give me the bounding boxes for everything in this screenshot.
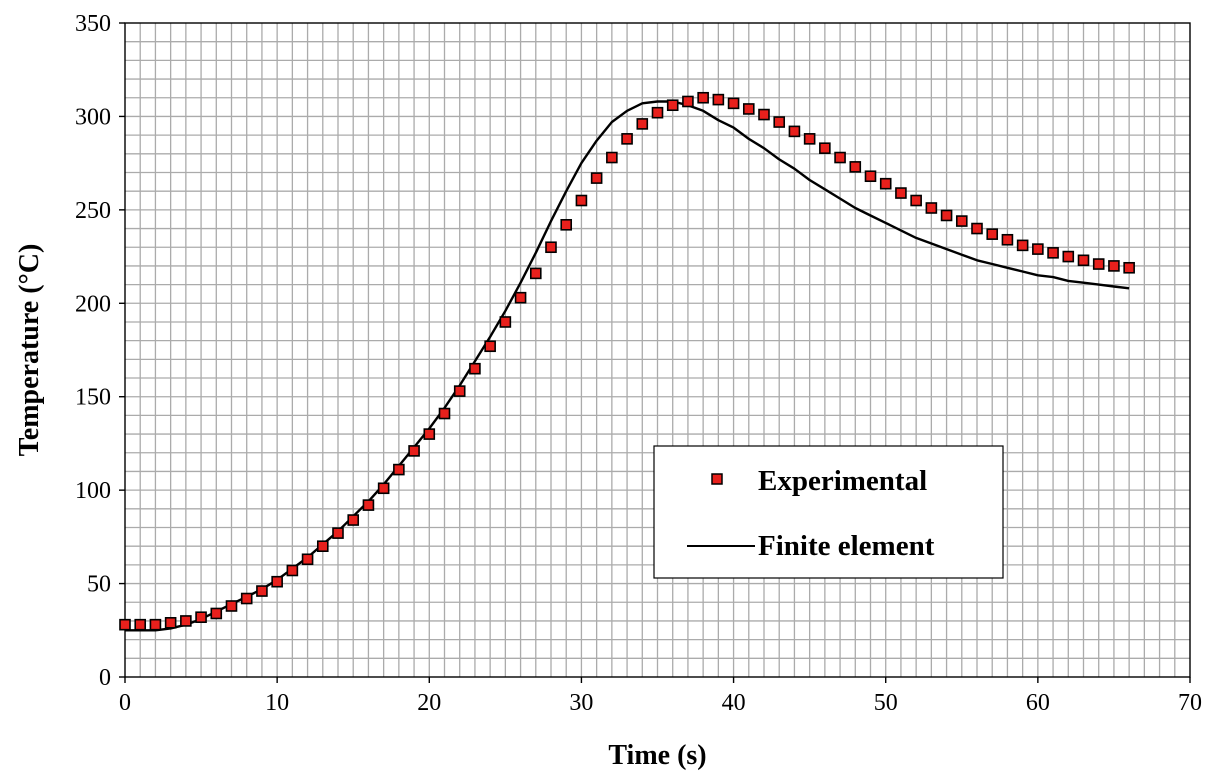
- x-axis-title: Time (s): [608, 740, 706, 771]
- plot-area-border: [124, 22, 1191, 678]
- experimental-point: [682, 95, 694, 108]
- experimental-point: [590, 172, 603, 184]
- experimental-point: [1047, 247, 1059, 259]
- x-tick-label: 10: [265, 690, 289, 716]
- experimental-point: [225, 600, 238, 612]
- experimental-point: [286, 564, 299, 577]
- y-tick-label: 150: [75, 385, 111, 411]
- y-tick-label: 350: [75, 11, 111, 37]
- experimental-point: [879, 177, 892, 190]
- experimental-point: [910, 194, 922, 207]
- experimental-point: [408, 445, 420, 457]
- experimental-point: [560, 219, 573, 231]
- experimental-point: [621, 133, 633, 145]
- plot-frame: [119, 22, 1191, 683]
- experimental-point: [636, 118, 649, 130]
- experimental-point: [834, 151, 846, 164]
- experimental-point: [1092, 258, 1105, 270]
- experimental-point: [271, 575, 283, 588]
- experimental-point: [742, 103, 755, 115]
- experimental-point: [423, 428, 436, 440]
- experimental-point: [819, 142, 831, 154]
- experimental-point: [438, 407, 451, 420]
- experimental-point: [758, 108, 770, 121]
- experimental-point: [986, 228, 999, 240]
- experimental-point: [651, 106, 664, 119]
- x-tick-label: 40: [722, 690, 746, 716]
- y-tick-label: 200: [75, 291, 111, 317]
- experimental-point: [134, 618, 147, 631]
- experimental-point: [803, 133, 816, 145]
- experimental-point: [362, 499, 375, 511]
- y-axis-title: Temperature (°C): [14, 244, 45, 457]
- experimental-point: [240, 592, 253, 605]
- experimental-point: [1016, 239, 1029, 252]
- y-tick-label: 100: [75, 478, 111, 504]
- experimental-point: [606, 151, 618, 164]
- experimental-point: [925, 202, 938, 214]
- experimental-point: [210, 607, 223, 620]
- series-experimental: [119, 91, 1135, 631]
- grid: [125, 23, 1190, 677]
- experimental-point: [469, 362, 481, 375]
- experimental-point: [545, 241, 557, 254]
- x-tick-labels: 0 10 20 30 40 50 60 70: [119, 690, 1202, 716]
- experimental-point: [773, 116, 786, 128]
- experimental-point: [484, 340, 496, 353]
- experimental-point: [895, 187, 907, 199]
- y-tick-label: 250: [75, 198, 111, 224]
- experimental-point: [1062, 250, 1075, 263]
- x-tick-label: 30: [569, 690, 593, 716]
- experimental-point: [727, 97, 740, 110]
- experimental-point: [1001, 233, 1014, 246]
- y-tick-label: 50: [87, 572, 111, 598]
- experimental-point: [788, 125, 801, 138]
- experimental-point: [377, 482, 390, 495]
- experimental-point: [575, 194, 588, 207]
- experimental-point: [301, 553, 314, 566]
- experimental-point: [712, 93, 725, 106]
- legend-marker-experimental: [711, 473, 723, 485]
- experimental-point: [332, 527, 344, 539]
- legend-box: [653, 445, 1004, 579]
- legend-label-experimental: Experimental: [758, 465, 927, 497]
- x-tick-label: 0: [119, 690, 131, 716]
- experimental-point: [940, 209, 953, 222]
- experimental-point: [1108, 260, 1120, 272]
- x-tick-label: 60: [1026, 690, 1050, 716]
- experimental-point: [180, 615, 192, 627]
- experimental-point: [316, 540, 329, 553]
- experimental-point: [697, 91, 709, 104]
- experimental-point: [149, 618, 162, 631]
- x-tick-label: 50: [874, 690, 898, 716]
- experimental-point: [499, 316, 512, 328]
- experimental-point: [971, 222, 983, 235]
- experimental-point: [256, 585, 268, 597]
- legend: Experimental Finite element: [653, 445, 1004, 579]
- experimental-point: [195, 611, 207, 624]
- experimental-point: [955, 215, 968, 227]
- y-tick-label: 300: [75, 104, 111, 130]
- y-tick-label: 0: [99, 665, 111, 691]
- experimental-point: [529, 267, 542, 280]
- experimental-point: [453, 385, 466, 397]
- experimental-point: [666, 99, 679, 112]
- legend-label-finite-element: Finite element: [758, 530, 935, 562]
- x-tick-label: 70: [1178, 690, 1202, 716]
- x-tick-label: 20: [417, 690, 441, 716]
- experimental-point: [514, 291, 527, 304]
- experimental-point: [1032, 243, 1044, 255]
- experimental-point: [119, 618, 131, 631]
- experimental-point: [849, 161, 862, 173]
- experimental-point: [164, 617, 177, 629]
- experimental-point: [347, 514, 360, 526]
- experimental-point: [393, 463, 405, 476]
- experimental-point: [1077, 254, 1090, 267]
- experimental-point: [864, 170, 877, 183]
- y-tick-labels: 0 50 100 150 200 250 300 350: [75, 11, 111, 691]
- experimental-point: [1123, 261, 1135, 274]
